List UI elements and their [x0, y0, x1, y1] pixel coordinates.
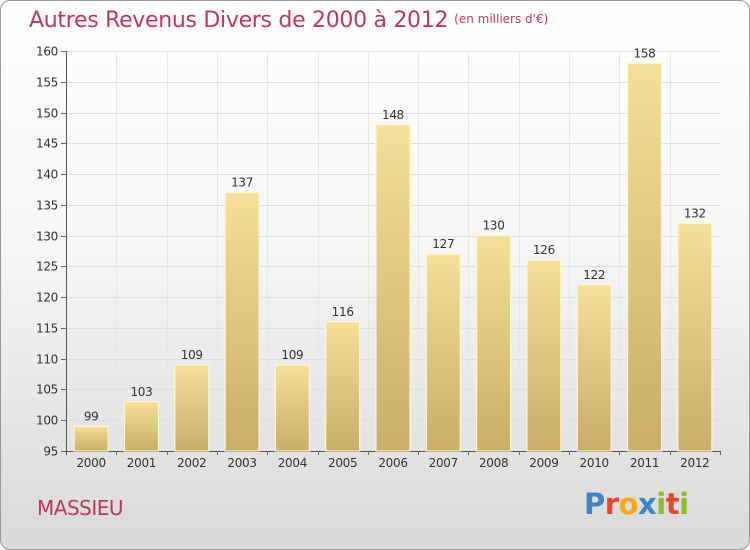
x-tick-label: 2003	[227, 456, 256, 470]
bar	[224, 191, 260, 452]
y-tick-label: 155	[36, 76, 58, 90]
bar	[677, 222, 713, 452]
bar	[123, 401, 160, 452]
data-label: 122	[583, 268, 605, 282]
y-tick-label: 115	[36, 322, 58, 336]
bar	[274, 364, 310, 452]
x-tick-label: 2004	[278, 456, 307, 470]
x-tick-label: 2011	[630, 456, 659, 470]
logo-letter: o	[618, 487, 639, 521]
bar	[526, 259, 562, 452]
y-tick-label: 125	[36, 260, 58, 274]
data-label: 137	[231, 176, 253, 190]
bar	[73, 425, 109, 452]
x-tick-label: 2012	[680, 456, 709, 470]
data-label: 116	[332, 305, 354, 319]
data-label: 99	[84, 409, 99, 423]
data-label: 148	[382, 108, 404, 122]
y-tick-label: 100	[36, 414, 58, 428]
bar	[375, 124, 411, 452]
data-label: 132	[684, 206, 706, 220]
chart-title: Autres Revenus Divers de 2000 à 2012 (en …	[29, 8, 548, 33]
logo-letter: r	[604, 487, 619, 521]
logo-letter: i	[656, 487, 666, 521]
y-tick-label: 120	[36, 291, 58, 305]
bar	[476, 235, 512, 452]
bars	[73, 62, 713, 452]
data-labels: 99 103 109 137 109 116 148 127 130 126 122 158 132	[84, 46, 706, 423]
y-tick-label: 95	[43, 445, 58, 459]
y-tick-label: 105	[36, 383, 58, 397]
y-tick-label: 150	[36, 107, 58, 121]
logo-letter: i	[679, 487, 689, 521]
x-tick-label: 2005	[328, 456, 357, 470]
x-tick-label: 2006	[378, 456, 407, 470]
data-label: 109	[181, 348, 203, 362]
y-tick-label: 135	[36, 199, 58, 213]
logo-letter: t	[665, 487, 680, 521]
bar	[425, 253, 461, 452]
chart-title-text: Autres Revenus Divers de 2000 à 2012	[29, 8, 449, 33]
data-label: 103	[130, 385, 152, 399]
data-label: 109	[281, 348, 303, 362]
x-tick-label: 2009	[529, 456, 558, 470]
y-tick-label: 140	[36, 168, 58, 182]
x-tick-label: 2008	[479, 456, 508, 470]
logo-letter: P	[584, 487, 605, 521]
y-tick-label: 160	[36, 45, 58, 59]
x-tick-label: 2000	[76, 456, 105, 470]
x-tick-label: 2001	[127, 456, 156, 470]
bar	[576, 284, 612, 452]
x-tick-label: 2010	[580, 456, 609, 470]
data-label: 158	[634, 46, 656, 60]
bar	[174, 364, 210, 452]
y-tick-label: 130	[36, 230, 58, 244]
proxiti-logo[interactable]: Proxiti	[584, 487, 689, 521]
chart-subtitle: (en milliers d'€)	[454, 12, 549, 26]
commune-name: MASSIEU	[37, 496, 124, 520]
logo-letter: x	[638, 487, 657, 521]
x-tick-label: 2007	[429, 456, 458, 470]
bar	[626, 62, 663, 452]
data-label: 127	[432, 237, 454, 251]
data-label: 130	[483, 219, 505, 233]
bar	[325, 321, 361, 452]
y-tick-label: 110	[36, 353, 58, 367]
data-label: 126	[533, 243, 555, 257]
x-tick-label: 2002	[177, 456, 206, 470]
y-tick-label: 145	[36, 137, 58, 151]
